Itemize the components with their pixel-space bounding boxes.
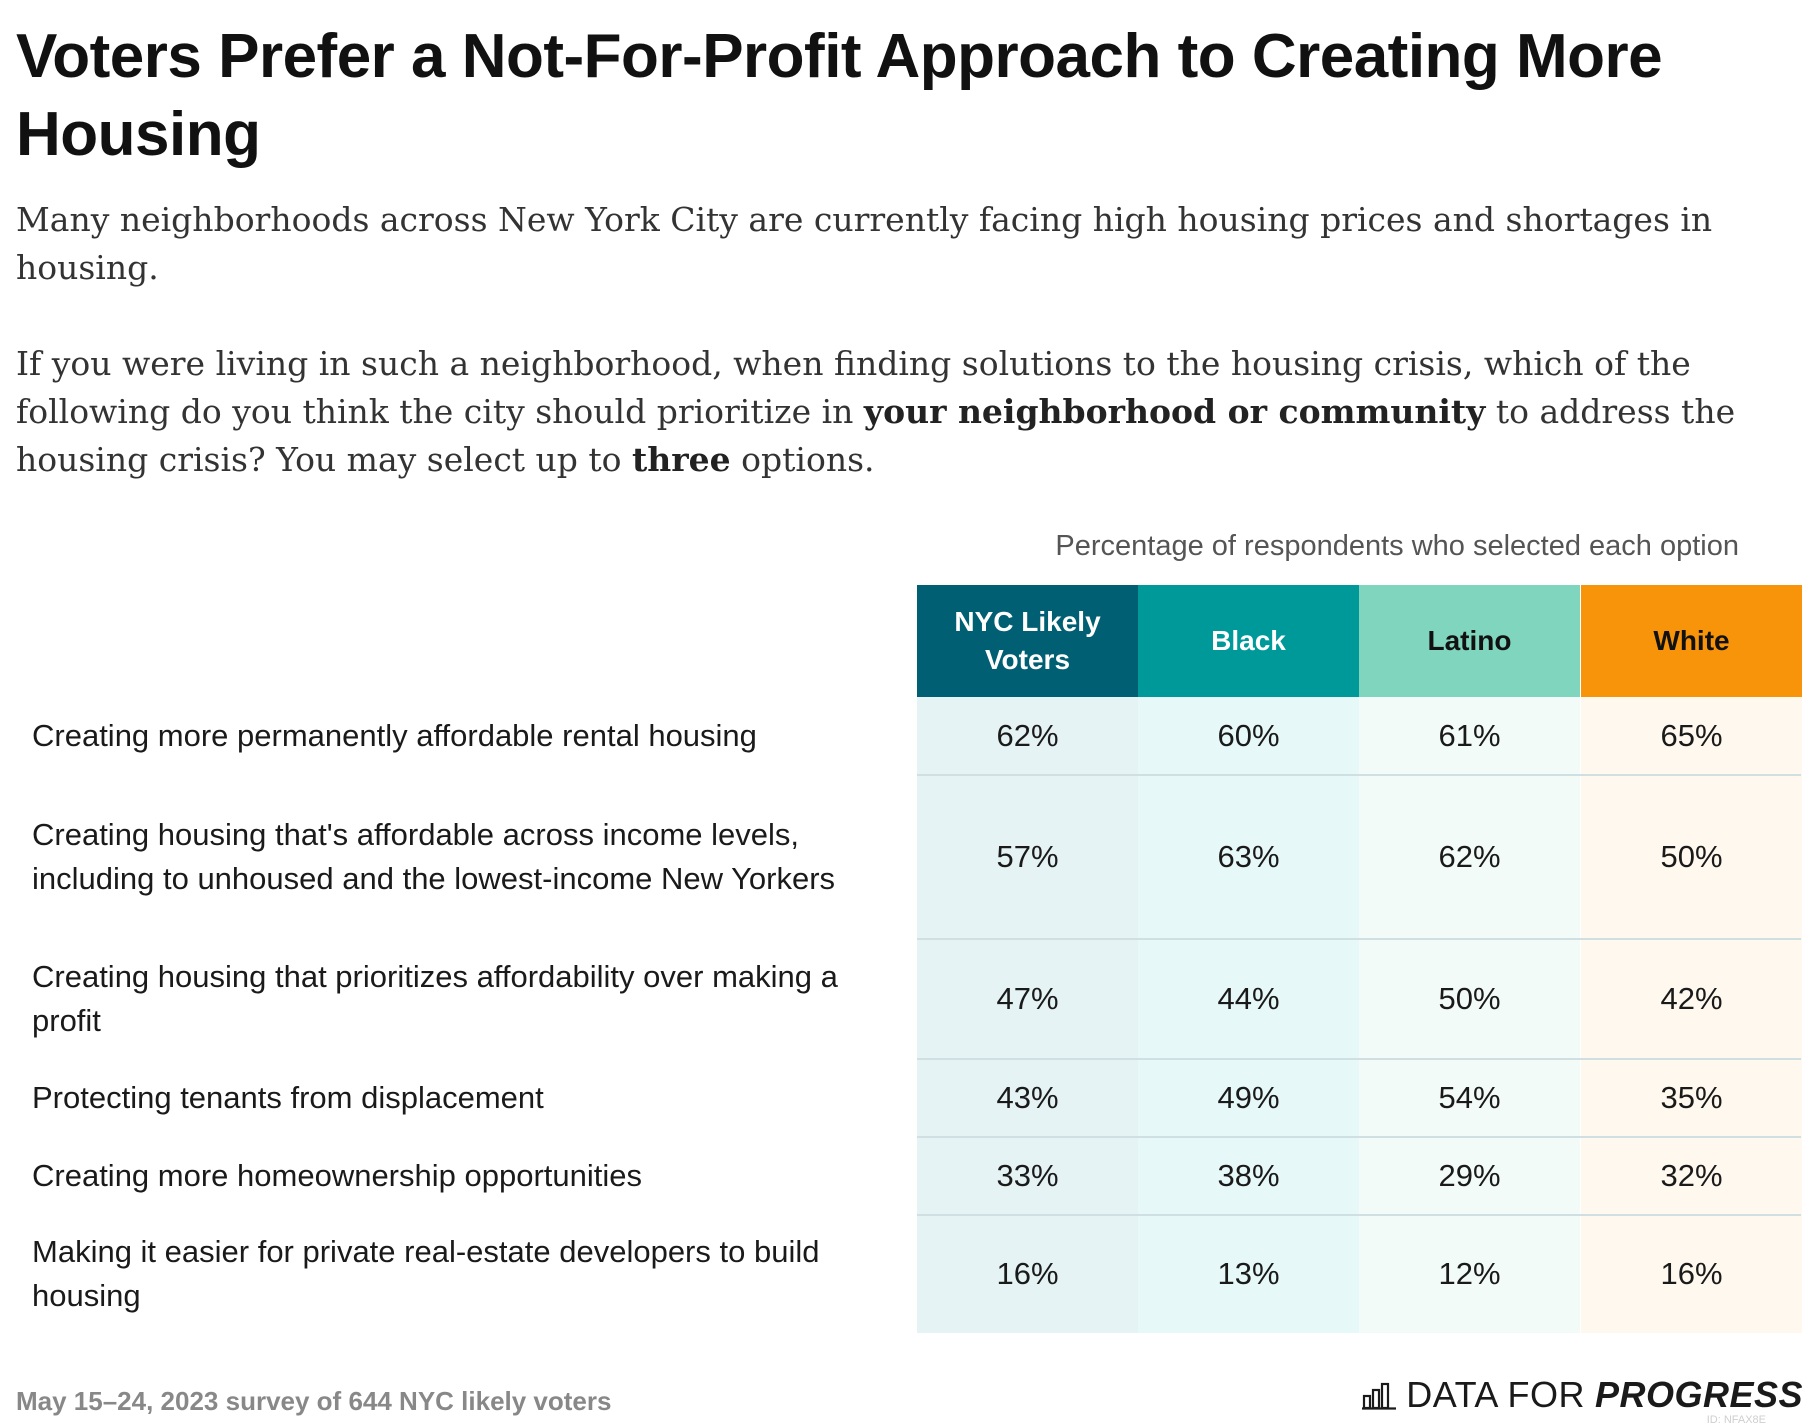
value-cell: 47% xyxy=(996,981,1059,1016)
row-divider xyxy=(917,938,1801,940)
column-header: NYC Likely Voters xyxy=(917,585,1138,697)
row-divider xyxy=(917,1136,1801,1138)
column-background xyxy=(917,697,1138,1333)
value-cell: 50% xyxy=(1660,839,1723,874)
column-background xyxy=(1581,697,1802,1333)
brand-name-regular: DATA FOR xyxy=(1406,1374,1585,1415)
value-cell: 38% xyxy=(1217,1158,1280,1193)
value-cell: 44% xyxy=(1217,981,1280,1016)
survey-question: If you were living in such a neighborhoo… xyxy=(16,340,1776,484)
value-cell: 49% xyxy=(1217,1080,1280,1115)
row-label: Making it easier for private real-estate… xyxy=(32,1234,820,1313)
value-cell: 62% xyxy=(996,718,1059,753)
chart-title: Voters Prefer a Not-For-Profit Approach … xyxy=(16,22,1663,169)
brand-name-bold: PROGRESS xyxy=(1594,1374,1803,1415)
value-cell: 33% xyxy=(996,1158,1059,1193)
value-cell: 63% xyxy=(1217,839,1280,874)
chart-id: ID: NFAX8E xyxy=(1706,1414,1766,1426)
value-cell: 57% xyxy=(996,839,1059,874)
row-divider xyxy=(917,774,1801,776)
value-cell: 42% xyxy=(1660,981,1723,1016)
row-label: Creating more permanently affordable ren… xyxy=(32,718,757,753)
column-background xyxy=(1138,697,1359,1333)
row-label: Creating more homeownership opportunitie… xyxy=(32,1158,642,1193)
column-header: Black xyxy=(1138,585,1359,697)
column-header: White xyxy=(1581,585,1802,697)
question-text-3: options. xyxy=(730,440,875,479)
survey-source-note: May 15–24, 2023 survey of 644 NYC likely… xyxy=(16,1386,612,1416)
bar-chart-icon xyxy=(1362,1382,1397,1410)
question-emphasis-2: three xyxy=(632,440,731,479)
intro-text: Many neighborhoods across New York City … xyxy=(16,200,1713,287)
value-cell: 65% xyxy=(1660,718,1723,753)
question-text-2: to address the housing crisis? You may s… xyxy=(16,392,1736,479)
value-cell: 16% xyxy=(1660,1256,1723,1291)
value-cell: 61% xyxy=(1438,718,1501,753)
question-emphasis-1: your neighborhood or community xyxy=(863,392,1486,431)
brand-logo: DATA FOR PROGRESS xyxy=(1362,1374,1803,1416)
value-cell: 54% xyxy=(1438,1080,1501,1115)
value-cell: 62% xyxy=(1438,839,1501,874)
row-label: Creating housing that's affordable acros… xyxy=(32,817,836,896)
value-cell: 43% xyxy=(996,1080,1059,1115)
value-cell: 29% xyxy=(1438,1158,1501,1193)
column-header: Latino xyxy=(1359,585,1580,697)
value-cell: 35% xyxy=(1660,1080,1723,1115)
value-cell: 12% xyxy=(1438,1256,1501,1291)
question-text-1: If you were living in such a neighborhoo… xyxy=(16,344,1691,431)
row-label: Protecting tenants from displacement xyxy=(32,1080,544,1115)
row-divider xyxy=(917,1214,1801,1216)
value-cell: 50% xyxy=(1438,981,1501,1016)
value-cell: 13% xyxy=(1217,1256,1280,1291)
value-cell: 16% xyxy=(996,1256,1059,1291)
row-divider xyxy=(917,1058,1801,1060)
row-label: Creating housing that prioritizes afford… xyxy=(32,959,838,1038)
table-caption: Percentage of respondents who selected e… xyxy=(1055,530,1739,562)
column-background xyxy=(1359,697,1580,1333)
value-cell: 60% xyxy=(1217,718,1280,753)
value-cell: 32% xyxy=(1660,1158,1723,1193)
